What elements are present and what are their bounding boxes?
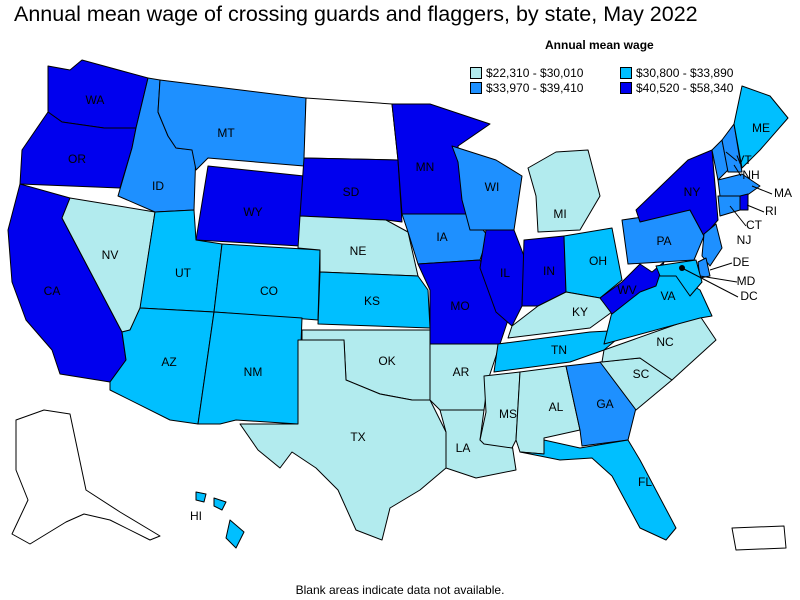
state-label-wa: WA xyxy=(86,93,105,107)
state-il xyxy=(479,229,525,327)
state-label-az: AZ xyxy=(161,355,176,369)
state-label-tx: TX xyxy=(350,430,365,444)
state-label-vt: VT xyxy=(736,153,752,167)
leader-line-ri xyxy=(746,204,765,213)
state-nd xyxy=(303,97,399,161)
state-nj xyxy=(701,223,723,267)
state-hi xyxy=(195,491,245,549)
state-label-or: OR xyxy=(68,152,86,166)
state-label-mt: MT xyxy=(217,126,235,140)
state-label-dc: DC xyxy=(740,289,758,303)
state-label-ks: KS xyxy=(364,294,380,308)
state-label-ny: NY xyxy=(684,185,701,199)
state-label-nc: NC xyxy=(656,335,674,349)
state-label-ga: GA xyxy=(596,397,613,411)
state-pr xyxy=(731,525,787,551)
legend-item-2: $30,800 - $33,890 xyxy=(620,66,733,80)
state-label-ia: IA xyxy=(436,230,447,244)
state-label-ms: MS xyxy=(499,407,517,421)
state-label-me: ME xyxy=(752,121,770,135)
state-md xyxy=(655,259,703,297)
legend-title: Annual mean wage xyxy=(545,38,654,52)
legend-item-3: $33,970 - $39,410 xyxy=(470,81,583,95)
state-tx xyxy=(239,339,447,541)
state-label-in: IN xyxy=(543,264,555,278)
state-label-de: DE xyxy=(733,255,750,269)
state-ri xyxy=(739,193,749,211)
state-label-wy: WY xyxy=(243,205,262,219)
legend-label-2: $30,800 - $33,890 xyxy=(636,66,734,80)
state-label-il: IL xyxy=(500,266,510,280)
legend-swatch-4 xyxy=(620,82,632,94)
state-nm xyxy=(197,311,303,425)
leader-line-ma xyxy=(751,185,773,195)
state-me xyxy=(733,85,789,169)
legend-label-1: $22,310 - $30,010 xyxy=(486,66,584,80)
state-label-id: ID xyxy=(152,179,164,193)
state-label-wv: WV xyxy=(617,283,636,297)
legend-swatch-2 xyxy=(620,67,632,79)
state-label-nj: NJ xyxy=(737,233,752,247)
state-label-sc: SC xyxy=(633,367,650,381)
state-label-nh: NH xyxy=(742,168,759,182)
state-nh xyxy=(721,123,743,173)
state-label-nm: NM xyxy=(244,365,263,379)
state-label-ky: KY xyxy=(572,305,588,319)
state-label-la: LA xyxy=(456,441,471,455)
state-label-nv: NV xyxy=(102,248,119,262)
state-label-fl: FL xyxy=(638,475,652,489)
state-label-ct: CT xyxy=(746,218,763,232)
state-oh xyxy=(563,227,623,299)
state-label-mi: MI xyxy=(553,207,566,221)
state-label-ri: RI xyxy=(765,204,777,218)
leader-line-vt xyxy=(725,151,738,162)
state-ks xyxy=(317,271,431,329)
state-label-sd: SD xyxy=(343,185,360,199)
state-label-ma: MA xyxy=(774,186,792,200)
dc-marker xyxy=(679,265,685,271)
state-label-mo: MO xyxy=(450,299,469,313)
state-ct xyxy=(717,195,741,217)
state-label-hi: HI xyxy=(190,509,202,523)
legend-item-1: $22,310 - $30,010 xyxy=(470,66,583,80)
state-label-ut: UT xyxy=(175,266,192,280)
leader-line-ct xyxy=(729,205,747,227)
leader-line-md xyxy=(699,275,738,283)
state-label-wi: WI xyxy=(485,180,500,194)
state-co xyxy=(213,243,321,321)
state-ma xyxy=(717,173,761,197)
state-label-oh: OH xyxy=(589,254,607,268)
state-ak xyxy=(11,409,161,545)
map-title: Annual mean wage of crossing guards and … xyxy=(14,2,698,26)
state-label-md: MD xyxy=(737,274,756,288)
state-label-ar: AR xyxy=(453,365,470,379)
state-label-ok: OK xyxy=(378,354,395,368)
legend-swatch-3 xyxy=(470,82,482,94)
state-label-co: CO xyxy=(260,284,278,298)
state-label-al: AL xyxy=(549,400,564,414)
state-label-mn: MN xyxy=(416,160,435,174)
state-label-tn: TN xyxy=(551,343,567,357)
leader-line-de xyxy=(709,262,733,271)
state-label-ne: NE xyxy=(350,244,367,258)
legend-swatch-1 xyxy=(470,67,482,79)
state-label-pa: PA xyxy=(656,234,671,248)
state-label-ca: CA xyxy=(44,284,61,298)
legend-item-4: $40,520 - $58,340 xyxy=(620,81,733,95)
leader-line-nh xyxy=(733,164,742,177)
state-mi xyxy=(527,149,601,233)
state-la xyxy=(439,409,517,479)
leader-line-dc xyxy=(681,267,739,298)
state-sd xyxy=(299,157,403,223)
state-fl xyxy=(519,439,677,541)
state-label-va: VA xyxy=(660,289,675,303)
footnote: Blank areas indicate data not available. xyxy=(295,583,505,597)
legend-label-3: $33,970 - $39,410 xyxy=(486,81,584,95)
legend-label-4: $40,520 - $58,340 xyxy=(636,81,734,95)
